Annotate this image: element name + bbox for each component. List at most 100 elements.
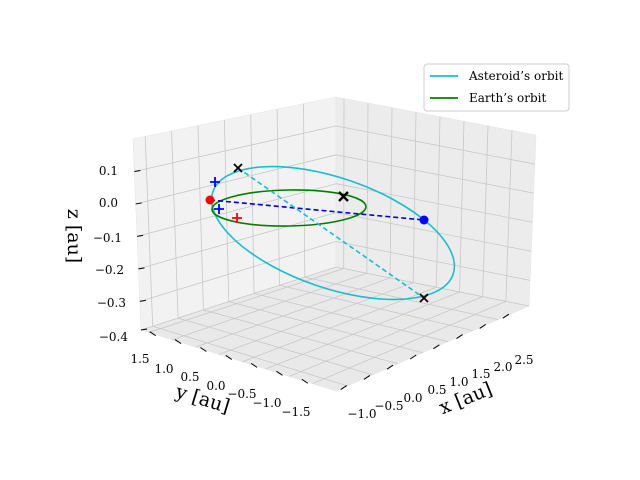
y-tick-label: 0.0: [206, 379, 225, 393]
grid-line-y: [223, 120, 230, 302]
y-tick-label: −1.0: [252, 396, 281, 410]
axis-ticks: [134, 169, 510, 391]
grid-line-z: [335, 125, 535, 165]
x-axis-tick: [433, 344, 440, 350]
marker-red-dot: [205, 195, 215, 205]
grid-lines: [134, 98, 535, 387]
grid-line-x: [412, 112, 417, 283]
z-tick-label: 0.1: [99, 164, 118, 178]
z-axis-tick: [140, 328, 148, 331]
z-tick-label: −0.4: [99, 330, 129, 344]
grid-line-y: [171, 131, 179, 319]
grid-line-x: [172, 272, 368, 341]
grid-line-z: [138, 212, 337, 270]
grid-line-x: [195, 277, 391, 348]
grid-line-z: [134, 125, 337, 172]
x-tick-label: 0.0: [403, 391, 422, 405]
grid-line-y: [152, 325, 348, 387]
y-axis-tick: [301, 378, 309, 384]
y-tick-label: −1.5: [281, 405, 310, 419]
y-axis-tick: [225, 355, 233, 360]
y-axis-tick: [200, 347, 207, 352]
grid-line-x: [265, 291, 460, 370]
grid-line-y: [228, 301, 423, 354]
x-axis-tick: [386, 364, 394, 370]
x-axis-tick: [479, 323, 486, 329]
legend-label-earth: Earth’s orbit: [469, 91, 546, 105]
grid-line-z: [335, 183, 533, 223]
z-tick-label: −0.2: [95, 263, 124, 277]
grid-line-x: [218, 282, 414, 355]
grid-line-y: [177, 317, 373, 376]
z-axis-tick: [134, 169, 141, 172]
dashed-line-blue: [209, 199, 425, 221]
grid-line-z: [136, 183, 337, 237]
x-tick-label: 2.5: [514, 353, 533, 367]
y-tick-label: 1.0: [154, 362, 173, 376]
grid-line-x: [482, 125, 489, 297]
x-tick-labels: −1.0 −0.5 0.0 0.5 1.0 1.5 2.0 2.5: [347, 353, 533, 421]
grid-line-z: [335, 241, 531, 281]
x-tick-label: −0.5: [374, 399, 403, 413]
y-tick-label: 1.5: [130, 352, 149, 366]
y-axis-tick: [276, 370, 283, 376]
marker-red-plus: [232, 213, 242, 223]
grid-line-y: [304, 276, 499, 320]
marker-black-cross: [419, 293, 429, 303]
grid-line-y: [279, 284, 474, 332]
grid-line-x: [459, 121, 465, 292]
grid-line-x: [148, 268, 344, 333]
marker-blue-plus: [210, 177, 220, 187]
grid-line-y: [144, 136, 154, 327]
x-tick-label: 1.0: [449, 375, 468, 389]
z-axis-tick: [138, 267, 145, 270]
asteroid-orbit-line: [210, 165, 456, 301]
grid-line-y: [203, 309, 398, 365]
x-tick-label: 0.5: [427, 383, 446, 397]
x-axis-tick: [456, 334, 463, 340]
grid-line-y: [254, 293, 449, 343]
x-tick-label: 1.5: [471, 367, 490, 381]
y-tick-labels: 1.5 1.0 0.5 0.0 −0.5 −1.0 −1.5: [130, 352, 310, 419]
y-axis-tick: [174, 339, 182, 345]
z-axis-tick: [139, 299, 146, 302]
grid-line-x: [505, 130, 513, 302]
marker-blue-plus: [214, 204, 224, 214]
grid-line-y: [276, 109, 280, 286]
z-tick-label: −0.1: [93, 231, 122, 245]
grid-line-z: [335, 212, 532, 252]
grid-line-x: [435, 116, 441, 288]
grid-line-x: [289, 296, 483, 377]
legend-label-asteroid: Asteroid’s orbit: [468, 69, 563, 83]
marker-black-cross: [338, 191, 349, 202]
y-axis-tick: [250, 362, 258, 368]
x-axis-tick: [363, 374, 371, 380]
grid-line-x: [312, 300, 506, 385]
y-axis-tick: [149, 331, 156, 337]
marker-blue-dot: [419, 215, 429, 225]
x-tick-label: 2.0: [493, 360, 512, 374]
marker-black-cross: [233, 163, 243, 173]
y-tick-label: 0.5: [180, 370, 199, 384]
grid-line-x: [389, 107, 393, 278]
grid-line-z: [335, 266, 530, 307]
grid-line-z: [335, 154, 534, 194]
z-tick-label: −0.3: [97, 296, 126, 310]
grid-line-z: [135, 154, 337, 205]
legend: Asteroid’s orbit Earth’s orbit: [423, 63, 570, 112]
earth-orbit-line: [211, 189, 367, 227]
x-axis-tick: [409, 354, 417, 360]
grid-line-y: [197, 125, 204, 310]
z-axis-tick: [135, 202, 142, 205]
z-axis-tick: [136, 234, 144, 237]
z-tick-labels: 0.1 0.0 −0.1 −0.2 −0.3 −0.4: [93, 164, 129, 344]
dashed-line-cyan: [237, 167, 425, 299]
x-axis-tick: [502, 313, 510, 319]
z-tick-label: 0.0: [99, 196, 118, 210]
grid-line-z: [139, 241, 337, 302]
x-tick-label: −1.0: [347, 407, 376, 421]
grid-line-z: [140, 266, 337, 331]
y-tick-label: −0.5: [227, 387, 256, 401]
x-axis-tick: [340, 385, 347, 391]
